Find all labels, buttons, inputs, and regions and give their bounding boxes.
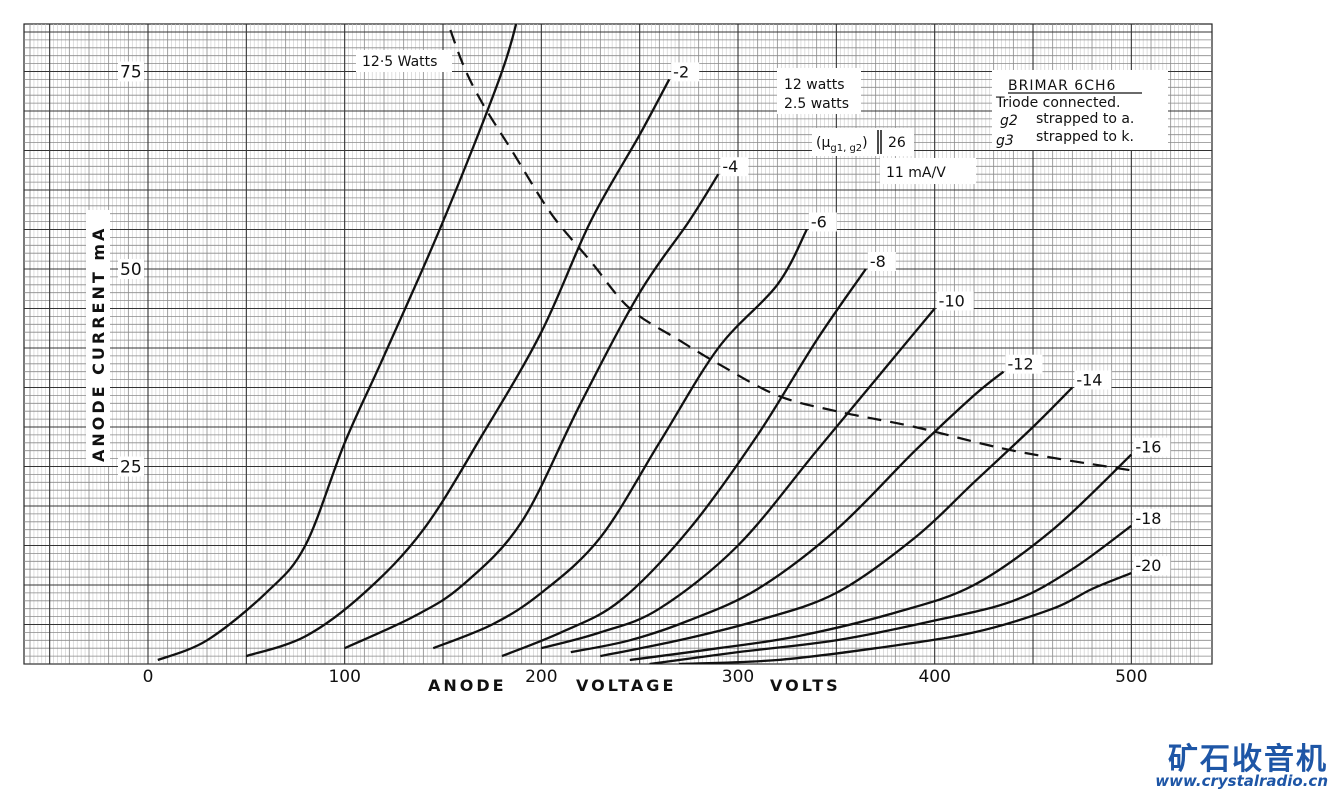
series-line-vg0 [157,24,518,662]
series-line-vgminus10 [541,307,936,650]
x-tick-label: 100 [328,667,360,687]
y-tick-label: 75 [120,63,142,83]
y-axis-title: ANODE CURRENT mA [89,226,108,462]
curve-label-bg [671,62,700,82]
y-tick-label-bg [118,61,144,82]
tube-title: BRIMAR 6CH6 [1008,78,1116,94]
watts-curve-label: 12·5 Watts [362,54,437,70]
series-line-vgminus6 [432,228,808,650]
x-axis-title-part-3: VOLTS [770,676,841,695]
curve-label-bg [1133,508,1171,528]
curve-label-vgminus20: -20 [1135,556,1161,575]
mu-label: (μg1, g2) [816,135,868,154]
curve-label-vgminus14: -14 [1076,371,1102,390]
grid-voltage-curves [157,24,1133,664]
watts-text-b: 2.5 watts [784,96,849,112]
tick-labels: 0 100 200 300 400 500 25 50 75 [118,61,1148,687]
curve-labels: -2 -4 -6 -8 -10 -12 -14 -16 -18 -20 [671,62,1171,576]
y-tick-label-bg [118,456,144,477]
series-line-vgminus12 [570,370,1005,654]
curve-label-vgminus6: -6 [811,213,827,232]
curve-label-bg [936,291,974,311]
x-tick-label: 400 [918,667,950,687]
dissipation-line [447,24,1132,472]
annotations: 12·5 Watts 12 watts 2.5 watts (μg1, g2) … [356,50,976,184]
curve-label-vgminus4: -4 [722,157,738,176]
tube-connection: Triode connected. [995,95,1120,111]
series-line-vgminus4 [344,173,720,650]
x-tick-label: 300 [722,667,754,687]
watts-text-a: 12 watts [784,77,845,93]
series-line-vgminus8 [501,268,867,658]
x-axis-title-part-2: VOLTAGE [576,676,676,695]
watermark-url: www.crystalradio.cn [1155,772,1328,790]
x-axis-title: ANODE VOLTAGE VOLTS [424,674,841,696]
x-tick-label: 0 [143,667,154,687]
curve-label-bg [720,157,749,177]
y-tick-label-bg [118,259,144,279]
series-line-vgminus2 [245,78,671,658]
watermark-title: 矿石收音机 [1168,742,1328,777]
curve-label-vgminus12: -12 [1008,355,1034,374]
x-tick-label: 500 [1115,667,1147,687]
y-tick-label: 50 [120,260,142,280]
g2-strap-text: strapped to a. [1036,111,1134,127]
curve-label-bg [808,212,837,232]
curve-label-bg [1005,354,1043,374]
curve-label-vgminus18: -18 [1135,509,1161,528]
series-line-vgminus18 [649,524,1132,664]
curve-label-vgminus8: -8 [870,252,886,271]
series-line-vgminus14 [600,386,1074,658]
series-line-vgminus16 [629,453,1133,662]
g3-strap-text: strapped to k. [1036,129,1134,145]
curve-label-bg [1074,370,1112,390]
x-tick-label: 200 [525,667,557,687]
y-axis-title-group: ANODE CURRENT mA [86,210,110,466]
g3-symbol: g3 [996,133,1014,149]
dissipation-curve [447,24,1132,472]
curve-label-vgminus2: -2 [673,62,689,81]
y-tick-label: 25 [120,458,142,478]
series-line-vgminus20 [678,572,1132,664]
tube-info-box: BRIMAR 6CH6 Triode connected. g2 strappe… [992,70,1168,150]
transconductance-label: 11 mA/V [886,165,946,181]
curve-label-bg [867,252,896,271]
g2-symbol: g2 [1000,113,1018,129]
curve-label-bg [1133,556,1171,576]
mu-value: 26 [888,135,906,151]
curve-label-vgminus16: -16 [1135,438,1161,457]
x-axis-title-part-1: ANODE [428,676,507,695]
curve-label-bg [1133,437,1171,457]
curve-label-vgminus10: -10 [939,292,965,311]
